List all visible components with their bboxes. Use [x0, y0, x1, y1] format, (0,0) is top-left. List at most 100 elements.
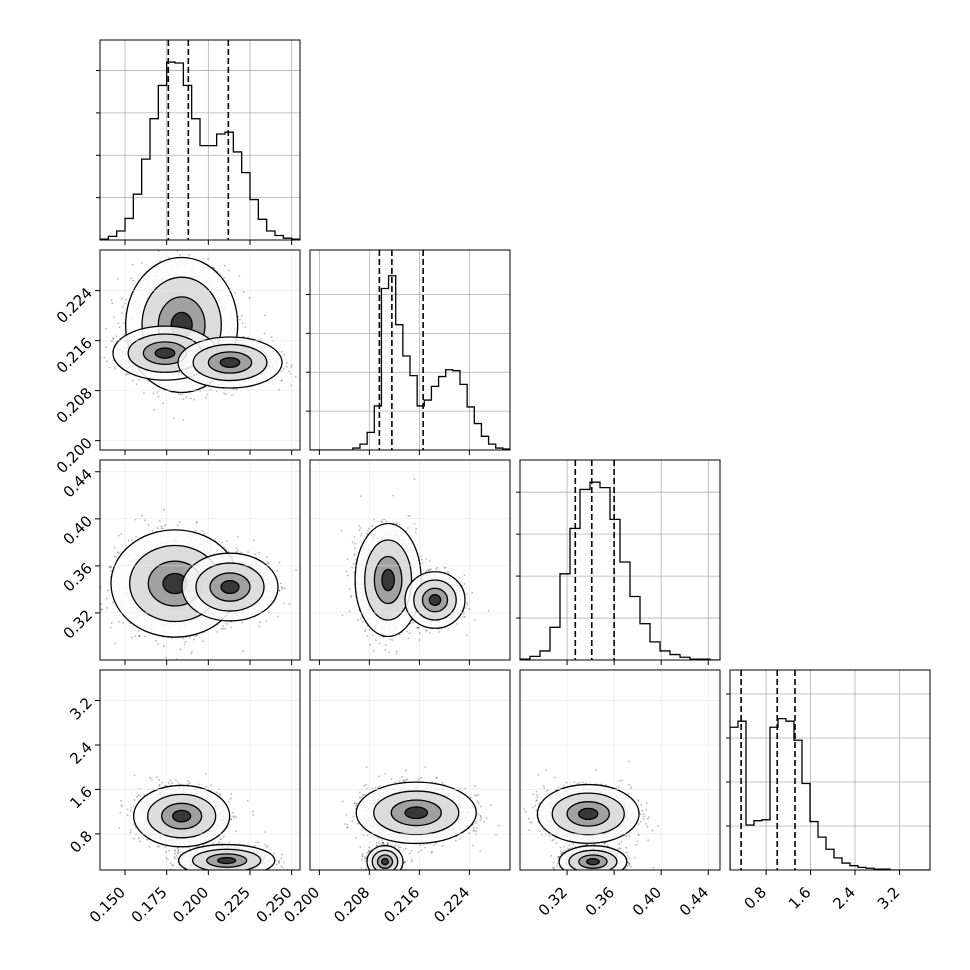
sample-point — [286, 361, 288, 364]
sample-point — [156, 391, 159, 393]
sample-point — [223, 392, 225, 395]
panel-1-0 — [95, 249, 301, 455]
panel-1-1 — [306, 249, 511, 455]
panel-content — [310, 250, 510, 450]
sample-point — [118, 326, 121, 329]
sample-point — [109, 626, 112, 629]
sample-point — [188, 253, 190, 256]
sample-point — [290, 366, 292, 368]
sample-point — [179, 254, 181, 256]
sample-point — [244, 326, 247, 329]
panel-content — [100, 40, 300, 240]
sample-point — [236, 535, 239, 538]
sample-point — [117, 277, 120, 280]
sample-point — [260, 338, 263, 340]
sample-point — [157, 395, 160, 398]
sample-point — [138, 635, 141, 637]
sample-point — [135, 535, 137, 538]
sample-point — [125, 373, 128, 376]
sample-point — [117, 322, 120, 325]
sample-point — [163, 508, 165, 511]
sample-point — [263, 314, 266, 317]
sample-point — [134, 635, 137, 638]
sample-point — [104, 327, 107, 330]
sample-point — [131, 263, 134, 266]
sample-point — [140, 262, 143, 264]
sample-point — [288, 370, 291, 373]
sample-point — [137, 630, 140, 632]
sample-point — [280, 370, 283, 373]
sample-point — [111, 302, 114, 305]
sample-point — [130, 277, 133, 280]
sample-point — [130, 539, 133, 541]
sample-point — [108, 366, 111, 369]
sample-point — [226, 540, 228, 542]
sample-point — [280, 380, 283, 382]
sample-point — [109, 566, 111, 569]
sample-point — [228, 269, 230, 272]
sample-point — [209, 388, 212, 391]
panel-content — [100, 460, 300, 660]
sample-point — [194, 529, 197, 532]
sample-point — [238, 318, 241, 321]
sample-point — [155, 639, 157, 642]
sample-point — [263, 332, 266, 335]
sample-point — [248, 296, 251, 299]
sample-point — [142, 392, 145, 394]
sample-point — [179, 393, 182, 396]
sample-point — [185, 396, 188, 399]
sample-point — [135, 383, 138, 386]
panel-content — [100, 250, 300, 450]
sample-point — [118, 620, 120, 623]
sample-point — [191, 650, 193, 653]
sample-point — [121, 312, 124, 315]
sample-point — [160, 525, 163, 528]
sample-point — [241, 322, 244, 325]
sample-point — [114, 368, 117, 370]
sample-point — [110, 570, 112, 572]
sample-point — [283, 353, 286, 356]
sample-point — [110, 566, 113, 569]
axes-frame — [99, 39, 301, 241]
sample-point — [103, 356, 106, 359]
sample-point — [278, 388, 281, 391]
sample-point — [182, 398, 185, 401]
sample-point — [162, 527, 165, 530]
sample-point — [232, 388, 235, 391]
sample-point — [120, 297, 123, 300]
sample-point — [223, 276, 226, 279]
sample-point — [224, 264, 226, 267]
sample-point — [124, 302, 127, 305]
histogram-step — [310, 275, 510, 450]
sample-point — [224, 393, 227, 395]
sample-point — [143, 635, 146, 638]
sample-point — [157, 250, 160, 253]
axes-frame — [309, 249, 511, 451]
sample-point — [156, 527, 159, 529]
sample-point — [120, 533, 123, 536]
sample-point — [290, 384, 293, 387]
sample-point — [212, 266, 215, 269]
sample-point — [146, 379, 149, 381]
sample-point — [164, 523, 167, 526]
axes-frame — [99, 249, 301, 451]
sample-point — [207, 258, 209, 260]
sample-point — [240, 315, 243, 317]
sample-point — [190, 397, 192, 400]
density-contour — [154, 347, 176, 359]
sample-point — [132, 279, 135, 282]
sample-point — [163, 524, 166, 527]
sample-point — [183, 643, 186, 646]
sample-point — [181, 393, 184, 395]
sample-point — [110, 299, 113, 302]
sample-point — [123, 322, 125, 325]
sample-point — [291, 364, 293, 367]
sample-point — [289, 372, 292, 375]
sample-point — [182, 419, 185, 422]
sample-point — [112, 337, 115, 340]
sample-point — [193, 398, 196, 401]
sample-point — [131, 379, 134, 382]
sample-point — [126, 372, 129, 375]
sample-point — [238, 275, 241, 278]
